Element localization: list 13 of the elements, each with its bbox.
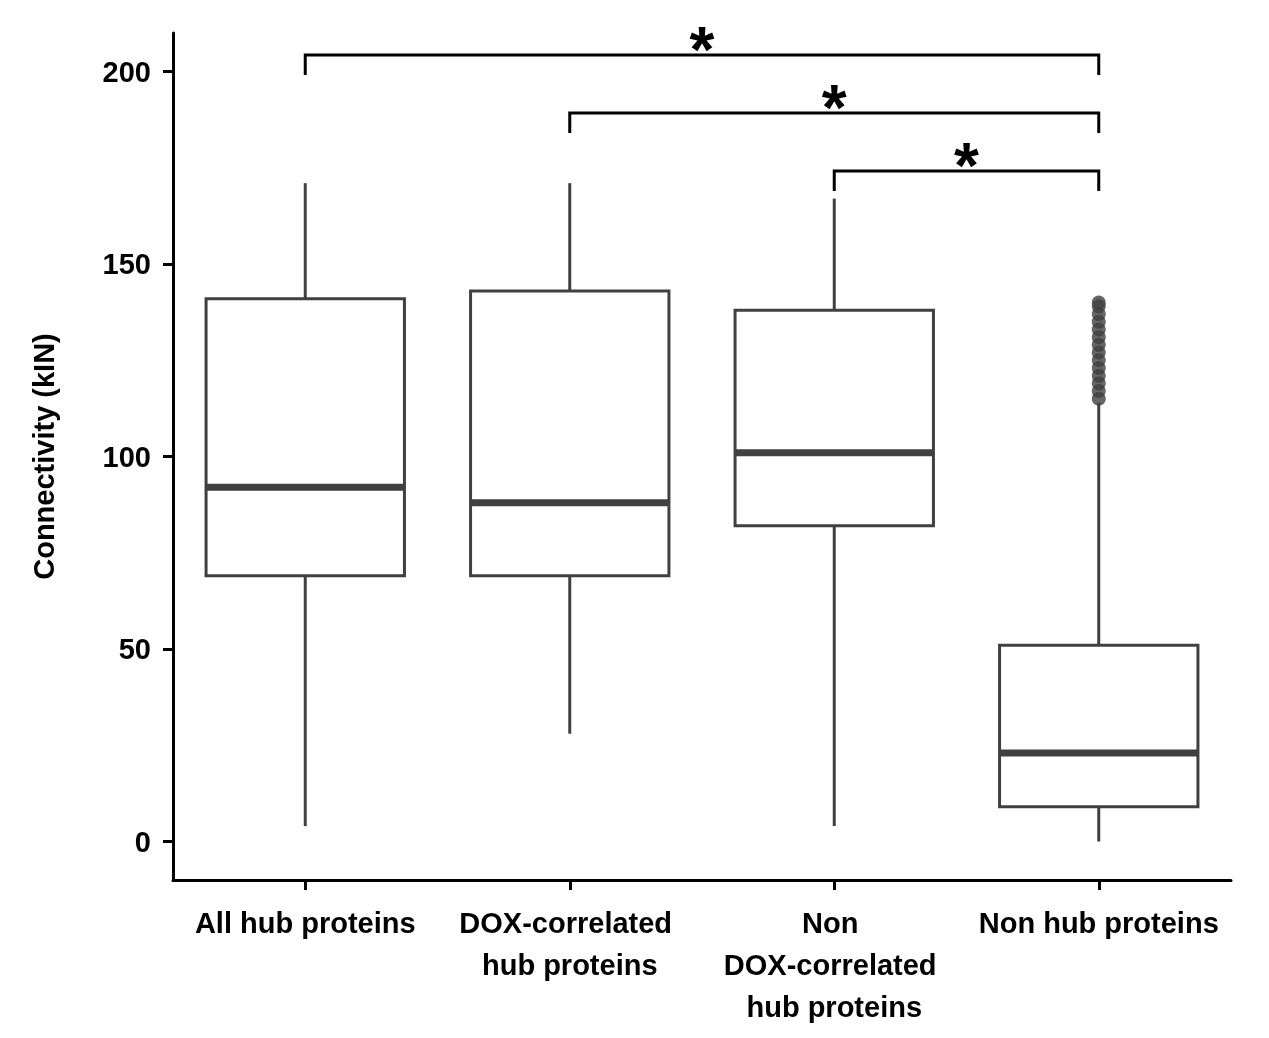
y-tick-label: 50 [118,633,151,665]
y-tick-label: 0 [134,825,151,858]
y-tick-label: 100 [102,440,151,473]
y-axis-title: Connectivity (kIN) [27,333,60,580]
annotation: * [689,14,715,86]
annotation: * [821,72,847,144]
x-tick-label: DOX-correlated hub proteins [459,907,681,981]
x-tick-label: Non hub proteins [978,907,1219,939]
x-tick-label: All hub proteins [194,907,416,939]
y-tick-label: 150 [102,248,151,280]
annotation: * [954,130,980,202]
y-tick-label: 200 [102,55,151,88]
x-tick-label: Non DOX-correlated hub proteins [723,907,945,1023]
